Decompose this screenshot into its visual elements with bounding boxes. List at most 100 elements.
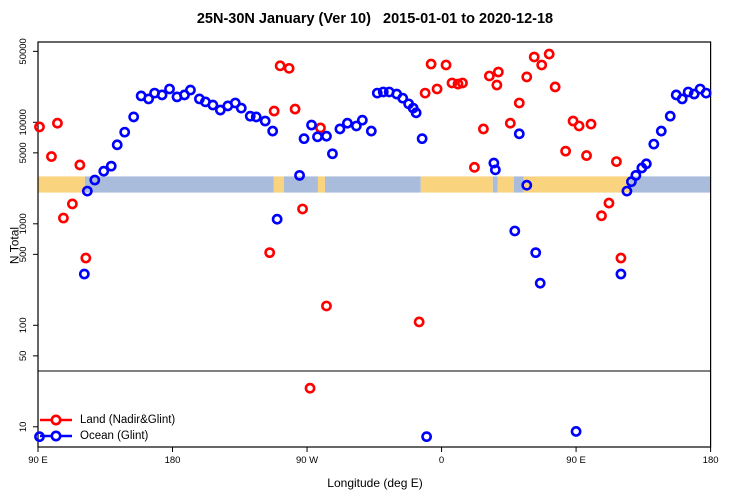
data-point-ocean [89,174,101,186]
surface-band-segment-ocean [283,176,318,193]
data-point-land [34,121,45,133]
data-point-ocean [664,110,676,122]
data-point-ocean [350,120,362,132]
data-point-ocean [244,110,256,122]
surface-band-segment-land [273,176,284,193]
data-point-land [491,79,503,91]
data-point-land [283,62,295,74]
data-point-land [304,382,316,394]
x-tick-label: 180 [165,455,181,466]
data-point-ocean [128,111,140,123]
data-point-ocean [81,185,93,197]
data-point-land [521,71,533,83]
data-point-land [315,122,326,134]
data-point-ocean [259,115,271,127]
data-point-ocean [421,431,433,443]
data-point-land [560,145,572,157]
legend-label-ocean: Ocean (Glint) [80,430,149,442]
data-point-land [431,83,443,95]
data-point-ocean [700,87,712,99]
data-point-ocean [365,125,377,137]
data-point-ocean [640,158,652,170]
data-point-ocean [164,83,175,95]
data-point-land [596,210,607,222]
data-point-land [469,161,480,173]
data-point-ocean [625,176,637,188]
data-point-ocean [513,128,525,140]
data-point-ocean [312,131,323,143]
data-point-ocean [111,139,123,151]
data-point-land [504,117,516,129]
y-tick-label: 1000 [18,213,29,234]
x-tick-label: 90 W [296,455,318,466]
data-point-land [419,87,431,99]
surface-band-segment-land [38,176,85,193]
chart-title: 25N-30N January (Ver 10) 2015-01-01 to 2… [196,11,554,27]
data-point-ocean [98,165,110,177]
y-tick-label: 50 [18,351,29,362]
data-point-ocean [356,114,368,126]
data-point-land [268,105,280,117]
data-point-ocean [207,99,219,111]
data-point-land [573,120,585,132]
data-point-ocean [521,179,533,191]
data-point-land [611,156,622,168]
y-tick-label: 50000 [18,38,29,64]
data-point-land [80,252,92,264]
y-tick-label: 10000 [18,109,29,135]
legend: Land (Nadir&Glint) Ocean (Glint) [39,412,175,444]
data-point-ocean [105,160,117,172]
data-point-land [425,58,437,70]
data-point-ocean [377,86,389,98]
data-point-ocean [371,87,383,99]
data-point-land [46,151,57,162]
surface-band-segment-ocean [324,176,421,193]
data-point-ocean [229,97,241,109]
surface-band-segment-land [523,176,630,193]
data-point-land [457,77,468,89]
ocean-circle-icon [50,430,62,442]
legend-label-land: Land (Nadir&Glint) [80,414,176,426]
data-point-land [297,203,308,215]
legend-item-land: Land (Nadir&Glint) [39,412,175,428]
data-point-ocean [676,93,688,105]
data-point-ocean [509,225,521,237]
data-point-land [289,103,301,115]
land-series-symbol [40,414,72,426]
x-tick-label: 90 E [566,455,586,466]
data-point-ocean [143,93,155,105]
data-point-ocean [271,213,283,225]
data-point-ocean [621,185,633,197]
data-point-ocean [334,123,346,135]
data-point-ocean [570,426,582,437]
data-point-land [543,48,555,60]
data-point-land [264,247,276,259]
data-point-ocean [682,86,694,98]
x-tick-label: 0 [439,455,444,466]
data-point-land [74,159,86,171]
x-tick-label: 90 E [28,455,48,466]
x-tick-label: 180 [703,455,719,466]
data-point-ocean [156,89,168,101]
data-point-ocean [530,247,542,259]
legend-item-ocean: Ocean (Glint) [39,428,175,444]
data-point-ocean [78,268,90,280]
data-point-ocean [306,119,317,131]
data-point-land [603,197,615,209]
data-point-land [483,70,495,82]
data-point-ocean [534,277,546,289]
surface-band-segment-land [497,176,514,193]
surface-band-segment-ocean [513,176,524,193]
data-point-land [615,252,627,264]
data-point-land [440,59,452,71]
data-point-ocean [648,138,660,150]
data-point-land [413,316,425,328]
data-point-ocean [410,107,422,119]
data-point-ocean [235,102,247,114]
data-point-ocean [341,117,353,129]
data-point-ocean [615,268,627,280]
data-point-land [446,77,458,89]
plot-frame [37,41,712,448]
